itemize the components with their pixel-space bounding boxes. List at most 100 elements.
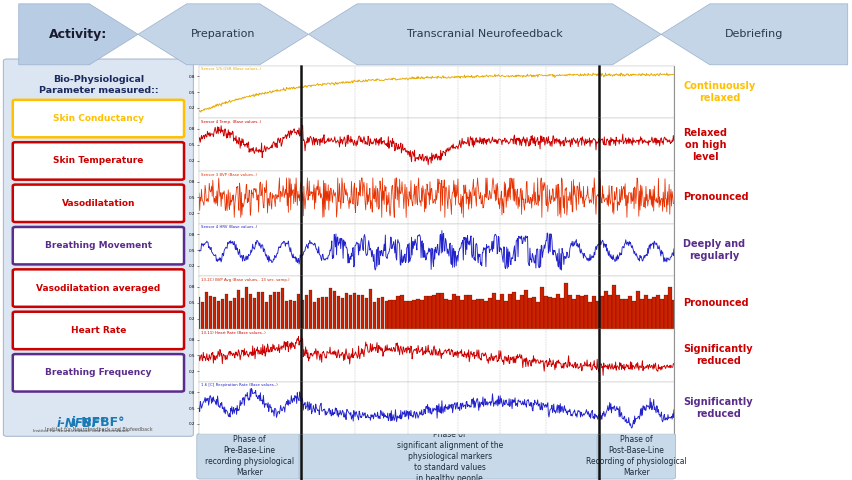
Text: Relaxed
on high
level: Relaxed on high level <box>683 128 728 162</box>
Bar <box>305 296 308 329</box>
Text: Pronounced: Pronounced <box>683 298 749 308</box>
Bar <box>497 300 500 329</box>
Bar <box>308 290 312 329</box>
Bar <box>584 295 588 329</box>
Bar <box>213 297 216 329</box>
Text: Skin Conductancy: Skin Conductancy <box>53 114 144 123</box>
Bar <box>280 288 285 329</box>
FancyBboxPatch shape <box>399 71 417 79</box>
Text: Vasodilatation averaged: Vasodilatation averaged <box>37 284 160 293</box>
Text: Preparation: Preparation <box>191 29 256 39</box>
Bar <box>592 296 596 329</box>
Text: Heart Rate: Heart Rate <box>71 326 126 335</box>
Bar <box>452 294 456 329</box>
Bar <box>228 301 233 329</box>
FancyBboxPatch shape <box>13 354 184 392</box>
Text: Institut für Neurofeedback und Biofeedback: Institut für Neurofeedback und Biofeedba… <box>44 427 153 432</box>
Bar <box>660 299 664 329</box>
Bar <box>249 294 252 329</box>
Text: Significantly
reduced: Significantly reduced <box>683 345 753 366</box>
Bar <box>640 299 644 329</box>
Bar <box>512 291 516 329</box>
Bar <box>332 291 337 329</box>
Bar <box>429 297 432 329</box>
Bar <box>608 295 612 329</box>
Bar <box>516 300 520 329</box>
Bar <box>536 302 540 329</box>
Bar <box>500 294 504 329</box>
Bar <box>561 298 564 329</box>
Text: Transcranial Neurofeedback: Transcranial Neurofeedback <box>407 29 562 39</box>
Bar <box>481 300 484 329</box>
Bar <box>313 301 316 329</box>
Text: Debriefing: Debriefing <box>725 29 783 39</box>
Bar <box>469 295 472 329</box>
Text: Deeply and
regularly: Deeply and regularly <box>683 239 746 261</box>
FancyBboxPatch shape <box>13 269 184 307</box>
FancyBboxPatch shape <box>532 71 550 79</box>
Bar <box>492 293 496 329</box>
Bar <box>225 294 228 329</box>
Bar <box>268 296 272 329</box>
Bar <box>433 295 436 329</box>
Polygon shape <box>138 4 308 65</box>
Text: Pronounced: Pronounced <box>683 192 749 203</box>
Polygon shape <box>308 4 661 65</box>
Bar <box>253 298 256 329</box>
Bar <box>356 295 360 329</box>
Bar <box>384 301 388 329</box>
Bar <box>233 298 236 329</box>
Bar <box>644 295 648 329</box>
Text: i-NFBF°: i-NFBF° <box>72 416 124 429</box>
Bar <box>476 299 480 329</box>
Bar <box>524 289 528 329</box>
Bar <box>628 296 632 329</box>
Bar <box>573 300 576 329</box>
Bar <box>369 288 372 329</box>
Bar <box>436 293 440 329</box>
Bar <box>552 298 556 329</box>
Bar <box>580 296 584 329</box>
Bar <box>420 300 424 329</box>
FancyBboxPatch shape <box>13 100 184 137</box>
FancyBboxPatch shape <box>299 433 601 479</box>
Text: Sensor 3 BVP (Base values..): Sensor 3 BVP (Base values..) <box>201 173 257 177</box>
Bar <box>265 301 268 329</box>
Bar <box>448 300 452 329</box>
Bar <box>296 294 300 329</box>
Text: 13.2C) BVP Avg (Base values.. 13 sec. samp.): 13.2C) BVP Avg (Base values.. 13 sec. sa… <box>201 278 290 282</box>
Text: Phase of
Pre-Base-Line
recording physiological
Marker: Phase of Pre-Base-Line recording physiol… <box>205 435 294 478</box>
Bar <box>656 295 659 329</box>
Bar <box>372 302 376 329</box>
Bar <box>285 301 288 329</box>
Bar <box>209 296 212 329</box>
Bar <box>620 300 624 329</box>
Bar <box>549 297 552 329</box>
Bar <box>256 292 260 329</box>
Bar <box>400 295 404 329</box>
Text: Significantly
reduced: Significantly reduced <box>683 397 753 419</box>
Bar <box>604 291 607 329</box>
FancyBboxPatch shape <box>13 142 184 180</box>
Bar <box>216 300 221 329</box>
Bar <box>485 301 488 329</box>
Bar <box>564 283 567 329</box>
Bar <box>556 294 560 329</box>
Bar <box>616 295 619 329</box>
Bar <box>613 285 616 329</box>
Bar <box>528 298 532 329</box>
Bar <box>408 301 412 329</box>
Bar <box>381 297 384 329</box>
Bar <box>341 298 344 329</box>
Bar <box>348 295 352 329</box>
Bar <box>204 292 208 329</box>
Bar <box>412 300 416 329</box>
Bar <box>632 301 636 329</box>
Bar <box>365 298 368 329</box>
Bar <box>464 295 468 329</box>
Bar <box>596 301 600 329</box>
Bar <box>472 300 476 329</box>
Bar <box>460 300 464 329</box>
FancyBboxPatch shape <box>590 71 608 79</box>
Text: Sensor 4 Temp. (Base values..): Sensor 4 Temp. (Base values..) <box>201 120 262 124</box>
